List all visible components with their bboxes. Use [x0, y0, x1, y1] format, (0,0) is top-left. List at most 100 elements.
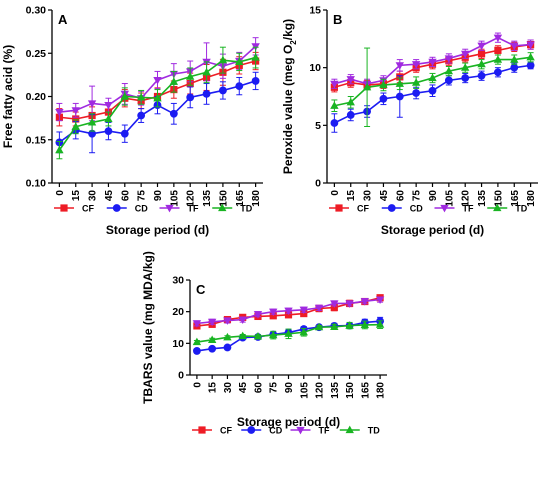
legend-item-td: TD	[487, 203, 528, 214]
y-tick-label: 0.25	[26, 48, 47, 60]
data-point	[120, 129, 129, 138]
data-point	[360, 320, 370, 329]
legend-item-cd: CD	[241, 426, 283, 436]
y-tick-label: 0.10	[26, 178, 47, 190]
data-point	[207, 335, 217, 343]
data-point	[444, 66, 454, 75]
data-point	[360, 298, 370, 306]
data-point	[253, 331, 263, 340]
x-tick-label: 150	[493, 190, 504, 207]
x-axis-label: Storage period (d)	[237, 415, 340, 429]
x-tick-label: 45	[379, 190, 390, 202]
data-point	[218, 55, 228, 64]
x-tick-label: 105	[169, 190, 180, 207]
legend: CF CD TF TD	[54, 204, 253, 214]
data-point	[235, 82, 244, 91]
legend-marker	[198, 426, 206, 434]
y-tick-label: 30	[172, 275, 184, 287]
data-point	[186, 72, 195, 80]
data-point	[207, 318, 217, 327]
y-tick-label: 15	[309, 5, 321, 17]
data-point	[269, 308, 278, 317]
data-point	[192, 347, 201, 355]
data-point	[169, 109, 178, 118]
data-point	[186, 93, 195, 102]
legend-marker	[387, 204, 396, 212]
y-tick-label: 5	[315, 120, 321, 132]
data-point	[526, 41, 535, 49]
data-point	[284, 307, 293, 316]
data-point	[345, 321, 354, 329]
data-point	[395, 62, 404, 70]
data-point	[444, 76, 453, 85]
data-point	[251, 53, 260, 61]
x-tick-label: 150	[345, 382, 356, 399]
x-tick-label: 15	[346, 190, 357, 202]
x-tick-label: 45	[104, 190, 115, 202]
data-point	[88, 129, 96, 138]
data-point	[169, 77, 179, 85]
data-point	[219, 86, 227, 95]
legend-label: TF	[463, 204, 474, 214]
legend-label: TF	[319, 426, 330, 436]
data-point	[120, 92, 129, 100]
legend-label: CF	[220, 426, 232, 436]
data-point	[284, 329, 293, 337]
data-point	[238, 316, 247, 324]
data-point	[299, 327, 308, 336]
data-point	[223, 317, 232, 325]
y-axis-label: TBARS value (mg MDA/kg)	[141, 251, 155, 404]
data-point	[477, 59, 486, 68]
legend-marker	[493, 203, 502, 212]
data-point	[477, 71, 486, 80]
x-tick-label: 15	[71, 190, 82, 202]
legend-marker	[296, 426, 305, 435]
data-point	[202, 90, 211, 98]
data-point	[510, 55, 519, 63]
data-point	[395, 79, 404, 87]
x-tick-label: 120	[315, 382, 326, 399]
x-tick-label: 60	[120, 190, 131, 202]
data-point	[412, 89, 421, 97]
data-point	[345, 300, 354, 308]
data-point	[223, 332, 232, 341]
data-point	[493, 34, 503, 43]
data-point	[395, 92, 404, 101]
series-td	[330, 47, 535, 127]
x-tick-label: 0	[55, 190, 66, 196]
x-tick-label: 165	[235, 190, 246, 207]
legend-label: CD	[269, 426, 282, 436]
legend-item-cf: CF	[54, 204, 94, 214]
legend-item-cf: CF	[192, 426, 232, 436]
data-point	[526, 61, 535, 70]
data-point	[192, 337, 202, 346]
data-point	[375, 296, 385, 305]
series-tf	[192, 296, 385, 328]
x-axis-label: Storage period (d)	[381, 223, 484, 237]
x-tick-label: 75	[412, 190, 423, 202]
y-tick-label: 10	[172, 338, 184, 350]
legend-item-cd: CD	[106, 204, 148, 214]
data-point	[375, 320, 385, 328]
x-tick-label: 165	[510, 190, 521, 207]
y-tick-label: 20	[172, 306, 184, 318]
x-axis-label: Storage period (d)	[106, 223, 209, 237]
x-tick-label: 135	[202, 190, 213, 207]
legend-item-cf: CF	[329, 204, 369, 214]
legend-label: CD	[135, 204, 148, 214]
legend-label: CF	[357, 204, 369, 214]
data-point	[428, 58, 437, 67]
y-tick-label: 10	[309, 62, 321, 74]
legend: CF CD TF TD	[192, 426, 380, 436]
data-point	[428, 86, 437, 95]
series-cd	[330, 61, 535, 133]
data-point	[330, 119, 339, 127]
x-tick-label: 30	[223, 382, 234, 394]
legend-marker	[345, 425, 354, 434]
x-tick-label: 75	[269, 382, 280, 394]
data-point	[72, 115, 80, 123]
legend-item-td: TD	[339, 425, 380, 436]
x-tick-label: 105	[299, 382, 310, 399]
x-tick-label: 0	[192, 382, 203, 388]
x-tick-label: 60	[395, 190, 406, 202]
